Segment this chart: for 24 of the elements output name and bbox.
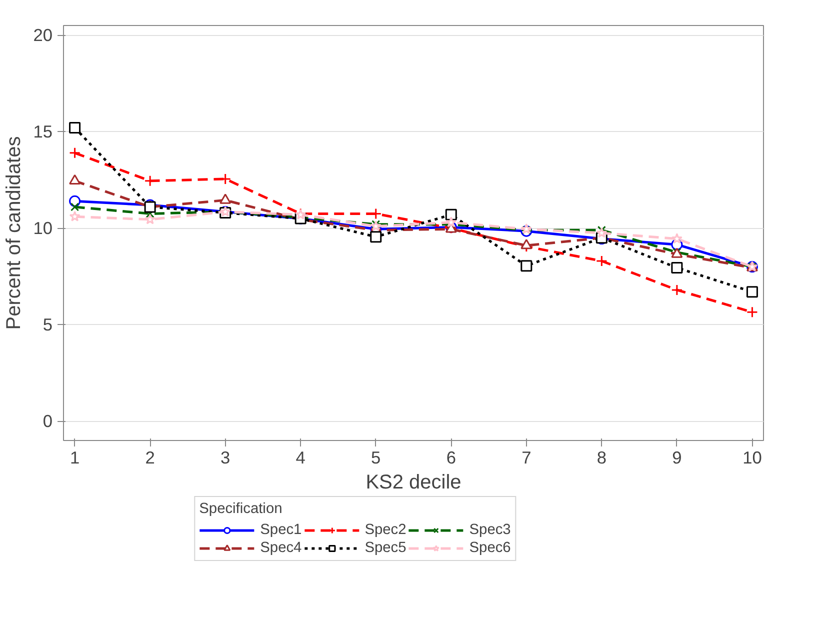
x-tick-label: 7 (522, 448, 532, 468)
x-tick-label: 10 (742, 448, 762, 468)
y-tick-label: 20 (33, 25, 53, 46)
legend-title: Specification (199, 501, 284, 517)
x-tick-label: 1 (70, 448, 80, 468)
legend-label: Spec2 (364, 522, 406, 538)
y-tick-label: 10 (33, 218, 53, 238)
x-tick-label: 4 (296, 448, 306, 468)
y-tick-label: 15 (33, 122, 53, 142)
legend-label: Spec5 (364, 540, 406, 556)
x-tick-label: 3 (220, 448, 230, 468)
x-tick-label: 2 (145, 448, 155, 468)
x-tick-label: 5 (371, 448, 381, 468)
legend-label: Spec6 (469, 540, 511, 556)
y-tick-label: 5 (42, 314, 53, 335)
y-tick-label: 0 (42, 411, 53, 432)
legend-label: Spec4 (260, 540, 302, 556)
x-tick-label: 8 (596, 448, 606, 468)
legend-label: Spec1 (260, 522, 302, 538)
x-tick-label: 6 (446, 448, 456, 468)
x-axis-title: KS2 decile (366, 472, 462, 494)
y-axis-title: Percent of candidates (3, 136, 26, 330)
legend-label: Spec3 (469, 522, 511, 538)
x-tick-label: 9 (672, 448, 682, 468)
